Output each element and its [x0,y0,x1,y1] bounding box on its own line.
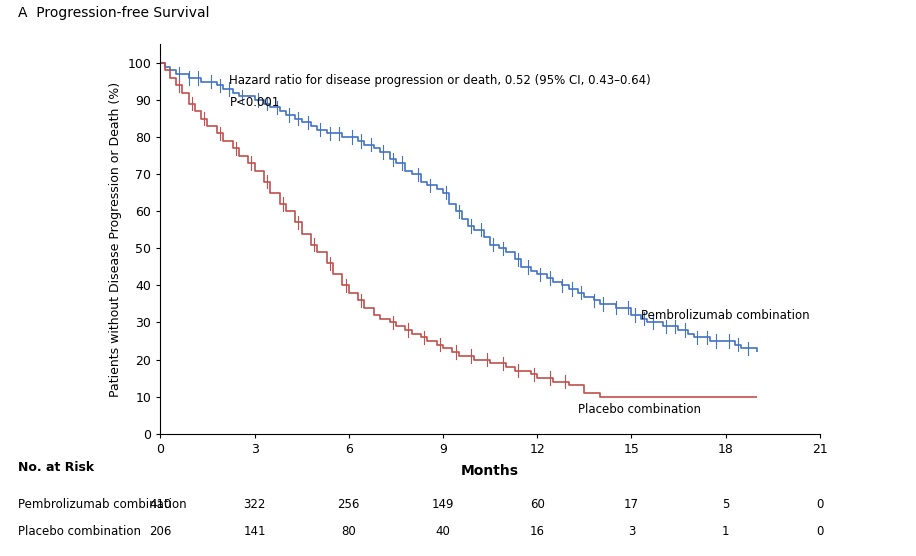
Text: 80: 80 [342,525,356,538]
Y-axis label: Patients without Disease Progression or Death (%): Patients without Disease Progression or … [109,82,122,396]
Text: 1: 1 [722,525,729,538]
Text: Placebo combination: Placebo combination [18,525,141,538]
Text: No. at Risk: No. at Risk [18,461,94,474]
Text: 141: 141 [244,525,266,538]
Text: 60: 60 [529,498,545,510]
Text: 16: 16 [529,525,545,538]
Text: 5: 5 [722,498,729,510]
Text: 410: 410 [149,498,171,510]
X-axis label: Months: Months [461,464,519,478]
Text: P<0.001: P<0.001 [229,96,279,110]
Text: 40: 40 [435,525,451,538]
Text: 3: 3 [627,525,635,538]
Text: Placebo combination: Placebo combination [578,403,701,416]
Text: 322: 322 [244,498,266,510]
Text: Pembrolizumab combination: Pembrolizumab combination [641,309,810,321]
Text: 0: 0 [816,525,823,538]
Text: 0: 0 [816,498,823,510]
Text: 256: 256 [338,498,360,510]
Text: 17: 17 [624,498,638,510]
Text: Pembrolizumab combination: Pembrolizumab combination [18,498,187,510]
Text: Hazard ratio for disease progression or death, 0.52 (95% CI, 0.43–0.64): Hazard ratio for disease progression or … [229,74,651,87]
Text: A  Progression-free Survival: A Progression-free Survival [18,6,210,19]
Text: 149: 149 [431,498,454,510]
Text: 206: 206 [149,525,171,538]
